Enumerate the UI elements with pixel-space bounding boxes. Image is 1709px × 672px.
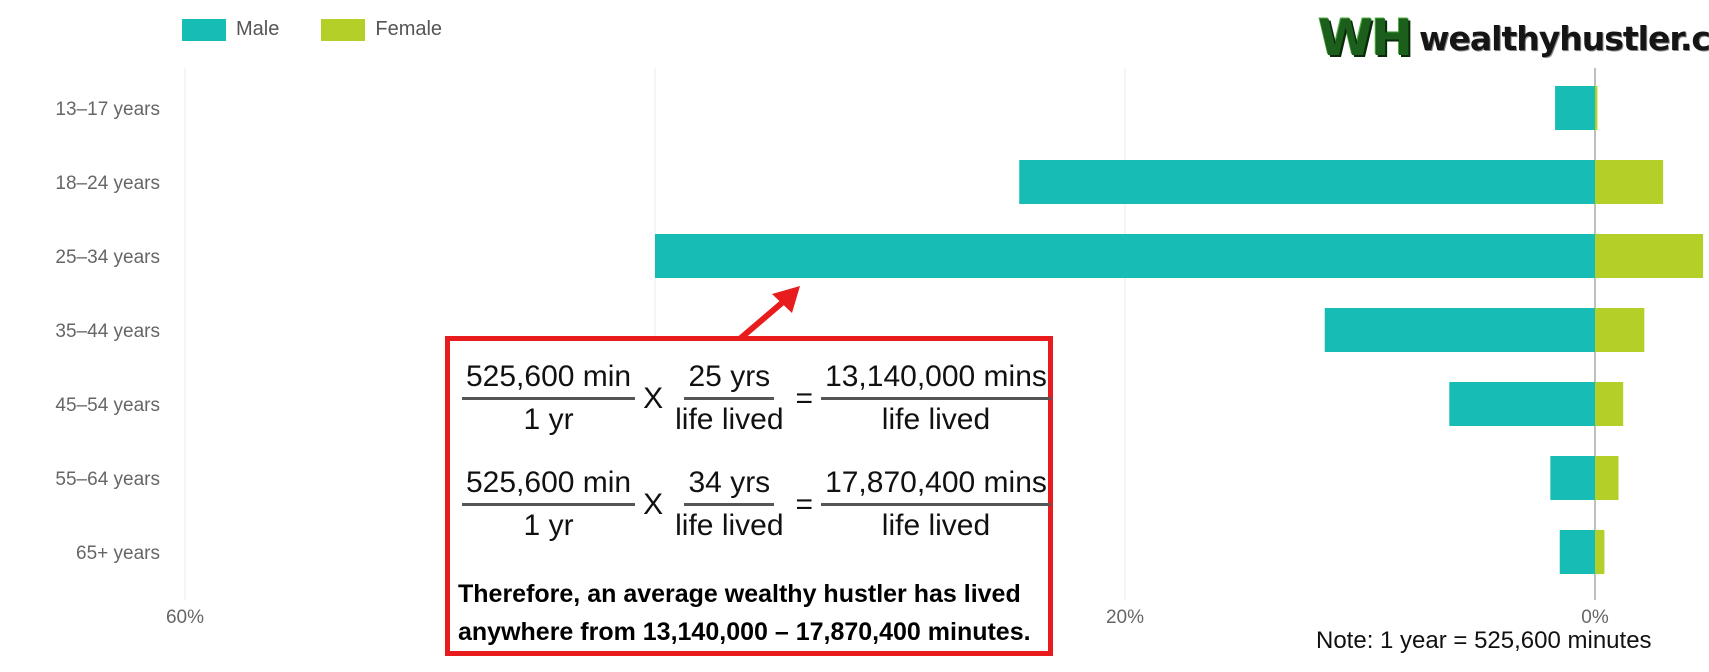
- numerator: 525,600 min: [462, 463, 636, 506]
- category-label: 65+ years: [76, 543, 160, 564]
- fraction-minutes-per-year: 525,600 min 1 yr: [462, 357, 636, 440]
- legend-swatch-male: [182, 18, 226, 41]
- conversion-note: Note: 1 year = 525,600 minutes: [1316, 627, 1652, 654]
- conclusion-text: Therefore, an average wealthy hustler ha…: [458, 575, 1048, 651]
- fraction-result: 13,140,000 mins life lived: [821, 357, 1051, 440]
- logo-text: wealthyhustler.com: [1419, 18, 1709, 58]
- conclusion-line-1: Therefore, an average wealthy hustler ha…: [458, 580, 1021, 608]
- x-tick-label: 20%: [1106, 607, 1144, 628]
- multiply-sign: X: [643, 381, 664, 415]
- bar-female: [1595, 234, 1704, 278]
- numerator: 13,140,000 mins: [821, 357, 1051, 400]
- fraction-years-lived: 25 yrs life lived: [671, 357, 787, 440]
- bar-male: [1019, 160, 1595, 204]
- fraction-minutes-per-year: 525,600 min 1 yr: [462, 463, 636, 546]
- formula-row-2: 525,600 min 1 yr X 34 yrs life lived = 1…: [462, 463, 1051, 546]
- category-label: 55–64 years: [55, 469, 160, 490]
- bar-female: [1595, 160, 1664, 204]
- numerator: 25 yrs: [684, 357, 775, 400]
- bar-female: [1595, 530, 1605, 574]
- denominator: life lived: [675, 403, 784, 436]
- chart-bars: [655, 86, 1704, 574]
- arrow-shaft: [733, 293, 792, 346]
- denominator: 1 yr: [523, 509, 574, 542]
- x-tick-label: 60%: [166, 607, 204, 628]
- legend-item-female: Female: [321, 18, 442, 41]
- legend-label-female: Female: [375, 18, 443, 40]
- legend-item-male: Male: [182, 18, 279, 41]
- bar-female: [1595, 86, 1598, 130]
- bar-male: [1449, 382, 1595, 426]
- bar-female: [1595, 382, 1624, 426]
- denominator: life lived: [675, 509, 784, 542]
- fraction-years-lived: 34 yrs life lived: [671, 463, 787, 546]
- category-label: 35–44 years: [55, 321, 160, 342]
- bar-female: [1595, 308, 1645, 352]
- formula-row-1: 525,600 min 1 yr X 25 yrs life lived = 1…: [462, 357, 1051, 440]
- x-tick-labels: 60% 20% 0%: [166, 607, 1609, 628]
- chart-legend: Male Female: [182, 18, 484, 41]
- legend-label-male: Male: [236, 18, 280, 40]
- category-labels: 13–17 years 18–24 years 25–34 years 35–44 y…: [55, 99, 160, 564]
- numerator: 17,870,400 mins: [821, 463, 1051, 506]
- denominator: life lived: [881, 509, 991, 542]
- denominator: 1 yr: [523, 403, 574, 436]
- bar-male: [1324, 308, 1595, 352]
- denominator: life lived: [881, 403, 991, 436]
- fraction-result: 17,870,400 mins life lived: [821, 463, 1051, 546]
- x-tick-label: 0%: [1581, 607, 1609, 628]
- site-logo: WH wealthyhustler.com: [1318, 12, 1709, 64]
- bar-female: [1595, 456, 1619, 500]
- equals-sign: =: [795, 381, 814, 415]
- bar-male: [1550, 456, 1595, 500]
- conclusion-line-2: anywhere from 13,140,000 – 17,870,400 mi…: [458, 618, 1031, 646]
- formula-annotation-box: 525,600 min 1 yr X 25 yrs life lived = 1…: [445, 336, 1053, 656]
- logo-mark: WH: [1318, 9, 1413, 67]
- numerator: 525,600 min: [462, 357, 636, 400]
- category-label: 13–17 years: [55, 99, 160, 120]
- numerator: 34 yrs: [684, 463, 775, 506]
- multiply-sign: X: [643, 487, 664, 521]
- bar-male: [1555, 86, 1595, 130]
- bar-male: [1559, 530, 1595, 574]
- legend-swatch-female: [321, 18, 366, 41]
- category-label: 25–34 years: [55, 247, 160, 268]
- bar-male: [655, 234, 1595, 278]
- arrow-head: [772, 286, 800, 313]
- equals-sign: =: [795, 487, 814, 521]
- category-label: 18–24 years: [55, 173, 160, 194]
- category-label: 45–54 years: [55, 395, 160, 416]
- annotation-arrow: [733, 286, 800, 346]
